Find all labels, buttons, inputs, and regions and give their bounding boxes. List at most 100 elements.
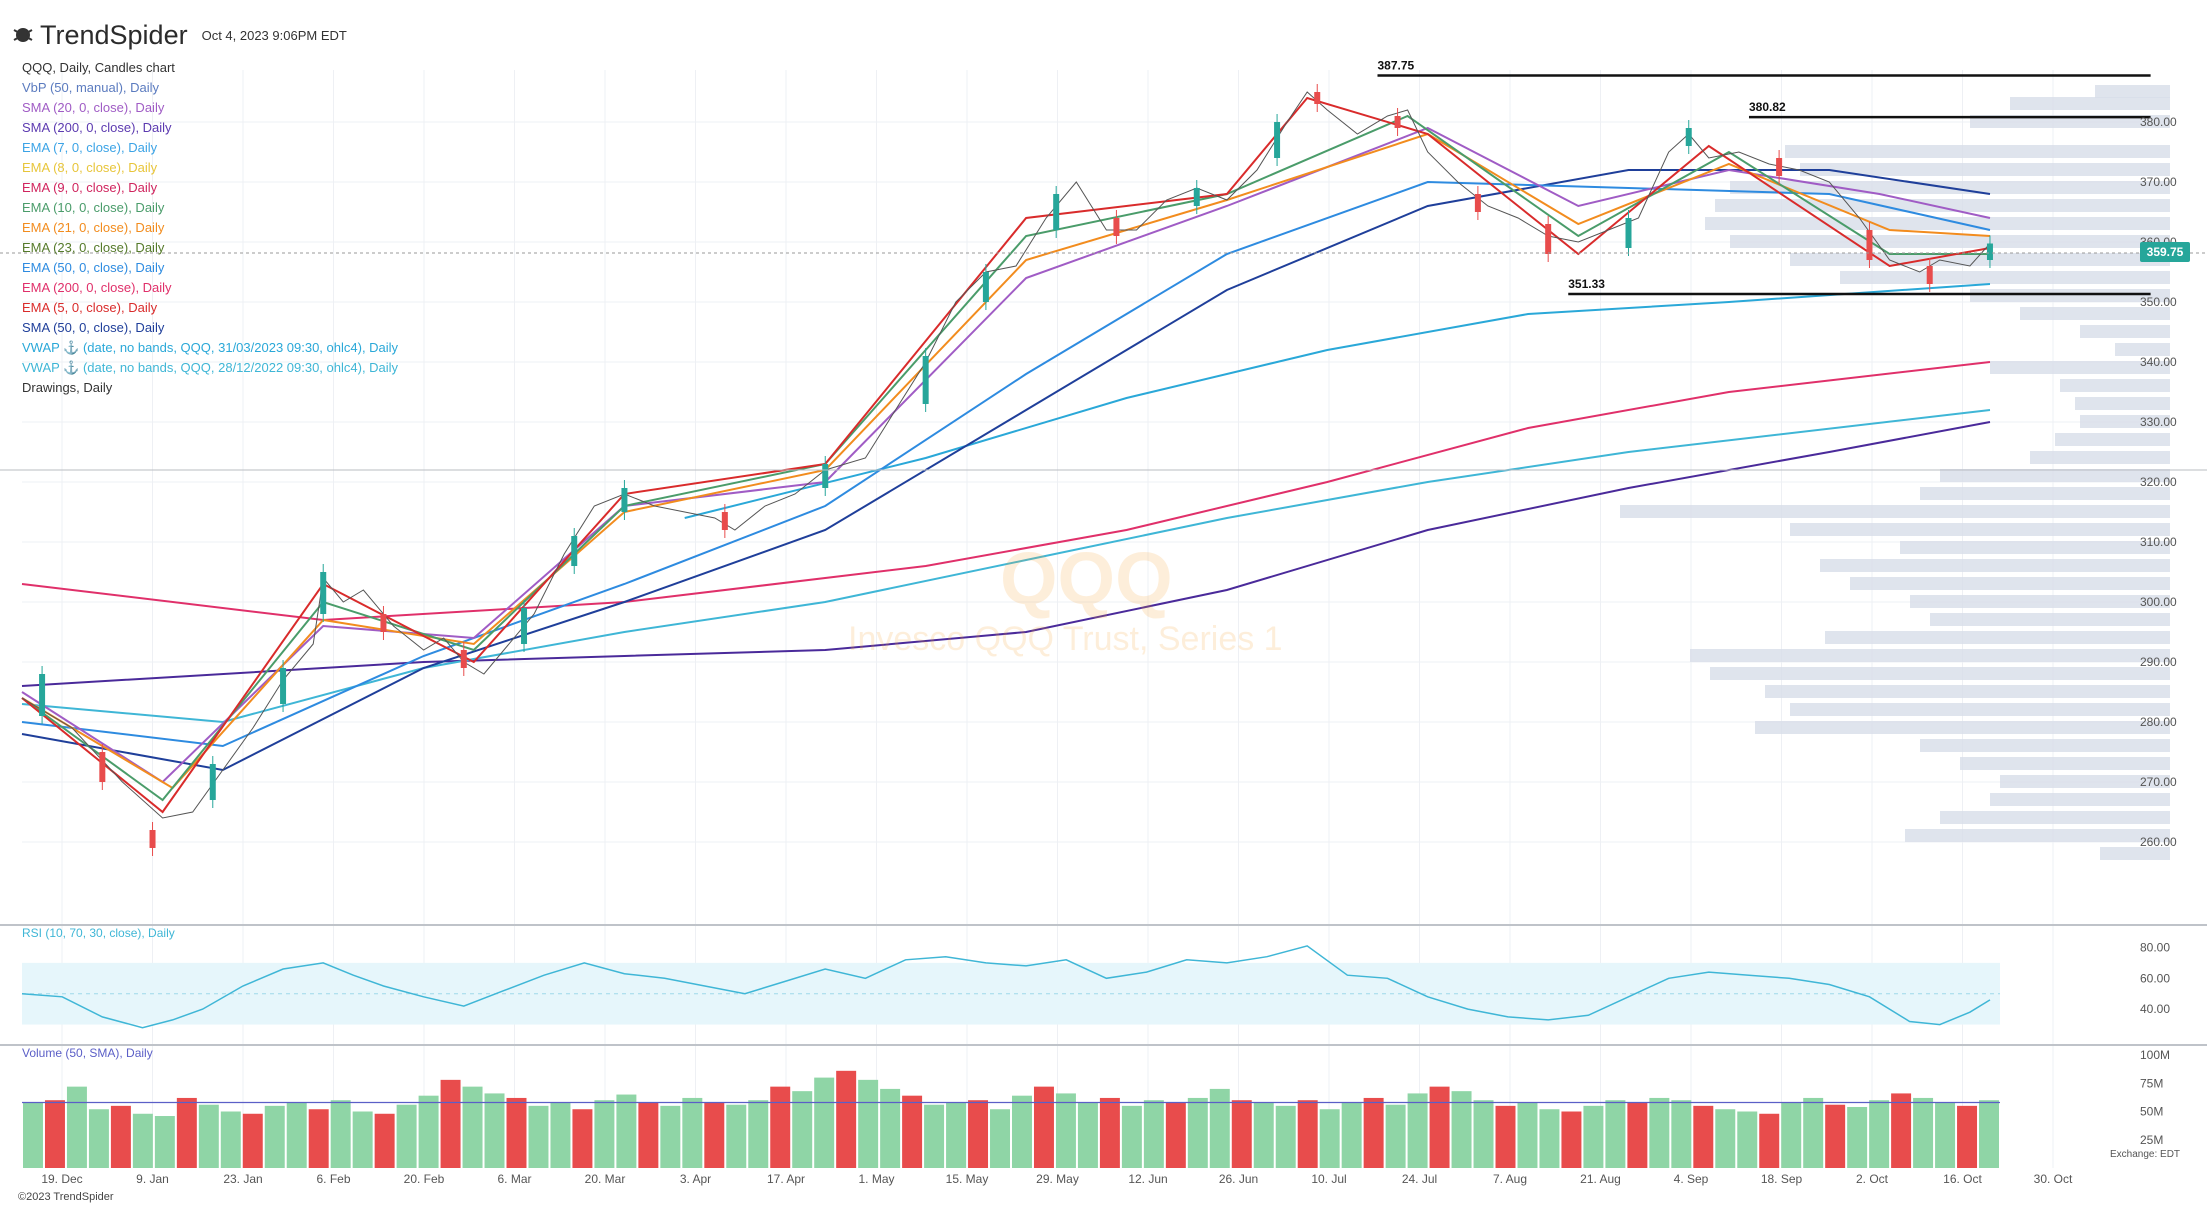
volume-profile-bar — [1990, 361, 2170, 374]
legend-item[interactable]: VbP (50, manual), Daily — [22, 80, 160, 95]
indicator-line — [21, 361, 1991, 622]
indicator-line — [21, 180, 1991, 748]
candle — [1685, 128, 1692, 146]
volume-bar — [1297, 1100, 1318, 1168]
legend-item[interactable]: EMA (23, 0, close), Daily — [22, 240, 165, 255]
y-tick-label: 350.00 — [2140, 295, 2177, 309]
candle — [1926, 266, 1933, 284]
candle — [380, 614, 387, 632]
volume-bar — [1099, 1097, 1120, 1168]
volume-tick-label: 100M — [2140, 1048, 2170, 1062]
volume-bar — [1012, 1095, 1032, 1168]
x-tick-label: 19. Dec — [41, 1172, 82, 1186]
indicator-line — [684, 283, 1991, 519]
legend-item[interactable]: SMA (20, 0, close), Daily — [22, 100, 165, 115]
x-tick-label: 16. Oct — [1943, 1172, 1982, 1186]
volume-bar — [616, 1094, 637, 1168]
legend-item[interactable]: Drawings, Daily — [22, 380, 113, 395]
volume-profile-bar — [1765, 685, 2170, 698]
legend-item[interactable]: EMA (200, 0, close), Daily — [22, 280, 172, 295]
volume-profile-bar — [1850, 577, 2170, 590]
volume-bar — [1275, 1105, 1296, 1168]
x-tick-label: 6. Mar — [497, 1172, 531, 1186]
trendspider-logo[interactable]: TrendSpider — [12, 20, 188, 51]
volume-bar — [308, 1109, 329, 1168]
volume-profile-bar — [1970, 289, 2170, 302]
x-tick-label: 3. Apr — [680, 1172, 711, 1186]
volume-bar — [264, 1105, 285, 1168]
volume-bar — [1495, 1105, 1516, 1168]
candle — [1113, 218, 1120, 236]
volume-profile-bar — [1825, 631, 2170, 644]
volume-bar — [110, 1105, 131, 1168]
x-tick-label: 18. Sep — [1761, 1172, 1803, 1186]
legend-item[interactable]: EMA (50, 0, close), Daily — [22, 260, 165, 275]
legend-item[interactable]: SMA (200, 0, close), Daily — [22, 120, 172, 135]
volume-profile-bar — [2060, 379, 2170, 392]
volume-pane: 25M 50M 75M 100M — [22, 1048, 2170, 1168]
volume-bar — [1957, 1105, 1978, 1168]
volume-profile-bar — [1940, 811, 2170, 824]
y-tick-label: 370.00 — [2140, 175, 2177, 189]
volume-bar — [1979, 1100, 1999, 1168]
candle — [521, 608, 528, 644]
volume-bar — [1165, 1102, 1186, 1168]
candle — [922, 356, 929, 404]
rsi-pane-label[interactable]: RSI (10, 70, 30, close), Daily — [22, 926, 175, 940]
legend-item[interactable]: VWAP ⚓ (date, no bands, QQQ, 28/12/2022 … — [22, 360, 399, 375]
volume-bar — [1781, 1102, 1802, 1168]
volume-bar — [1077, 1102, 1098, 1168]
x-tick-label: 26. Jun — [1219, 1172, 1258, 1186]
legend-item[interactable]: SMA (50, 0, close), Daily — [22, 320, 165, 335]
legend-item[interactable]: EMA (8, 0, close), Daily — [22, 160, 158, 175]
volume-tick-label: 50M — [2140, 1105, 2163, 1119]
candle — [571, 536, 578, 566]
candle — [99, 752, 106, 782]
volume-bar — [23, 1102, 43, 1168]
volume-bar — [792, 1091, 813, 1168]
legend-item[interactable]: QQQ, Daily, Candles chart — [22, 60, 175, 75]
price-levels-layer: 387.75 380.82 351.33 — [1377, 59, 2151, 296]
volume-bar — [1847, 1106, 1868, 1168]
x-tick-label: 2. Oct — [1856, 1172, 1889, 1186]
legend-item[interactable]: VWAP ⚓ (date, no bands, QQQ, 31/03/2023 … — [22, 340, 399, 355]
candle — [1866, 230, 1873, 260]
volume-bar — [1429, 1086, 1450, 1168]
volume-bar — [1033, 1086, 1054, 1168]
volume-bar — [1517, 1102, 1538, 1168]
legend-item[interactable]: EMA (10, 0, close), Daily — [22, 200, 165, 215]
legend-item[interactable]: EMA (21, 0, close), Daily — [22, 220, 165, 235]
volume-bar — [1363, 1097, 1384, 1168]
volume-bar — [1473, 1100, 1494, 1168]
x-tick-label: 12. Jun — [1128, 1172, 1167, 1186]
volume-bar — [880, 1088, 901, 1168]
legend-item[interactable]: EMA (9, 0, close), Daily — [22, 180, 158, 195]
volume-profile-bar — [1790, 523, 2170, 536]
legend-item[interactable]: EMA (7, 0, close), Daily — [22, 140, 158, 155]
x-tick-label: 6. Feb — [316, 1172, 350, 1186]
volume-profile-bar — [1820, 559, 2170, 572]
candle — [460, 650, 467, 668]
volume-bar — [484, 1093, 505, 1168]
header: TrendSpider Oct 4, 2023 9:06PM EDT — [12, 18, 347, 52]
volume-profile-bar — [1920, 739, 2170, 752]
candle — [721, 512, 728, 530]
volume-bar — [1407, 1093, 1428, 1168]
volume-bar — [132, 1113, 153, 1168]
volume-pane-label[interactable]: Volume (50, SMA), Daily — [22, 1046, 153, 1060]
volume-profile-bar — [2080, 415, 2170, 428]
candle — [1394, 116, 1401, 128]
x-tick-label: 15. May — [946, 1172, 989, 1186]
volume-bar — [1627, 1102, 1648, 1168]
volume-bar — [1209, 1088, 1230, 1168]
volume-profile-bar — [2095, 85, 2170, 98]
volume-bar — [286, 1102, 307, 1168]
volume-bar — [66, 1086, 87, 1168]
x-tick-label: 29. May — [1036, 1172, 1079, 1186]
volume-bar — [374, 1113, 395, 1168]
exchange-label: Exchange: EDT — [2110, 1149, 2181, 1160]
volume-bar — [1891, 1093, 1912, 1168]
legend-item[interactable]: EMA (5, 0, close), Daily — [22, 300, 158, 315]
volume-bar — [1913, 1097, 1934, 1168]
